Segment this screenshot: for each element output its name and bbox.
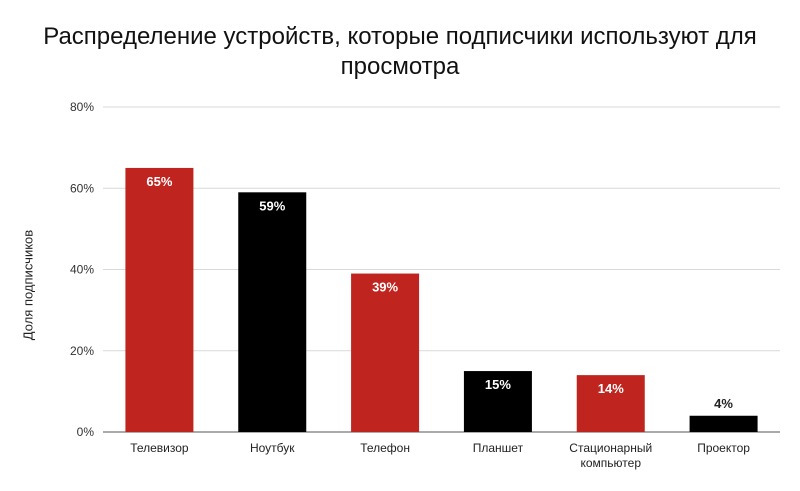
data-label: 4% — [714, 396, 733, 411]
x-category-label: Ноутбук — [250, 441, 295, 455]
data-label: 15% — [485, 377, 511, 392]
data-label: 59% — [259, 198, 285, 213]
chart-title: Распределение устройств, которые подписч… — [43, 23, 757, 80]
y-tick-label: 80% — [70, 100, 94, 114]
data-label: 14% — [598, 381, 624, 396]
x-category-label: Телевизор — [130, 441, 189, 455]
x-category-label: Проектор — [697, 441, 750, 455]
bar — [576, 375, 645, 432]
x-category-label: компьютер — [580, 456, 641, 470]
bar — [689, 415, 758, 432]
bar — [351, 273, 420, 432]
data-label: 39% — [372, 280, 398, 295]
y-tick-label: 60% — [70, 181, 94, 195]
bar — [125, 167, 194, 432]
bar — [463, 371, 532, 432]
x-category-label: Стационарный — [569, 441, 652, 455]
y-tick-label: 40% — [70, 263, 94, 277]
bar — [238, 192, 307, 432]
y-tick-label: 0% — [77, 425, 95, 439]
y-tick-label: 20% — [70, 344, 94, 358]
x-category-label: Планшет — [473, 441, 524, 455]
data-label: 65% — [146, 174, 172, 189]
x-category-label: Телефон — [360, 441, 410, 455]
